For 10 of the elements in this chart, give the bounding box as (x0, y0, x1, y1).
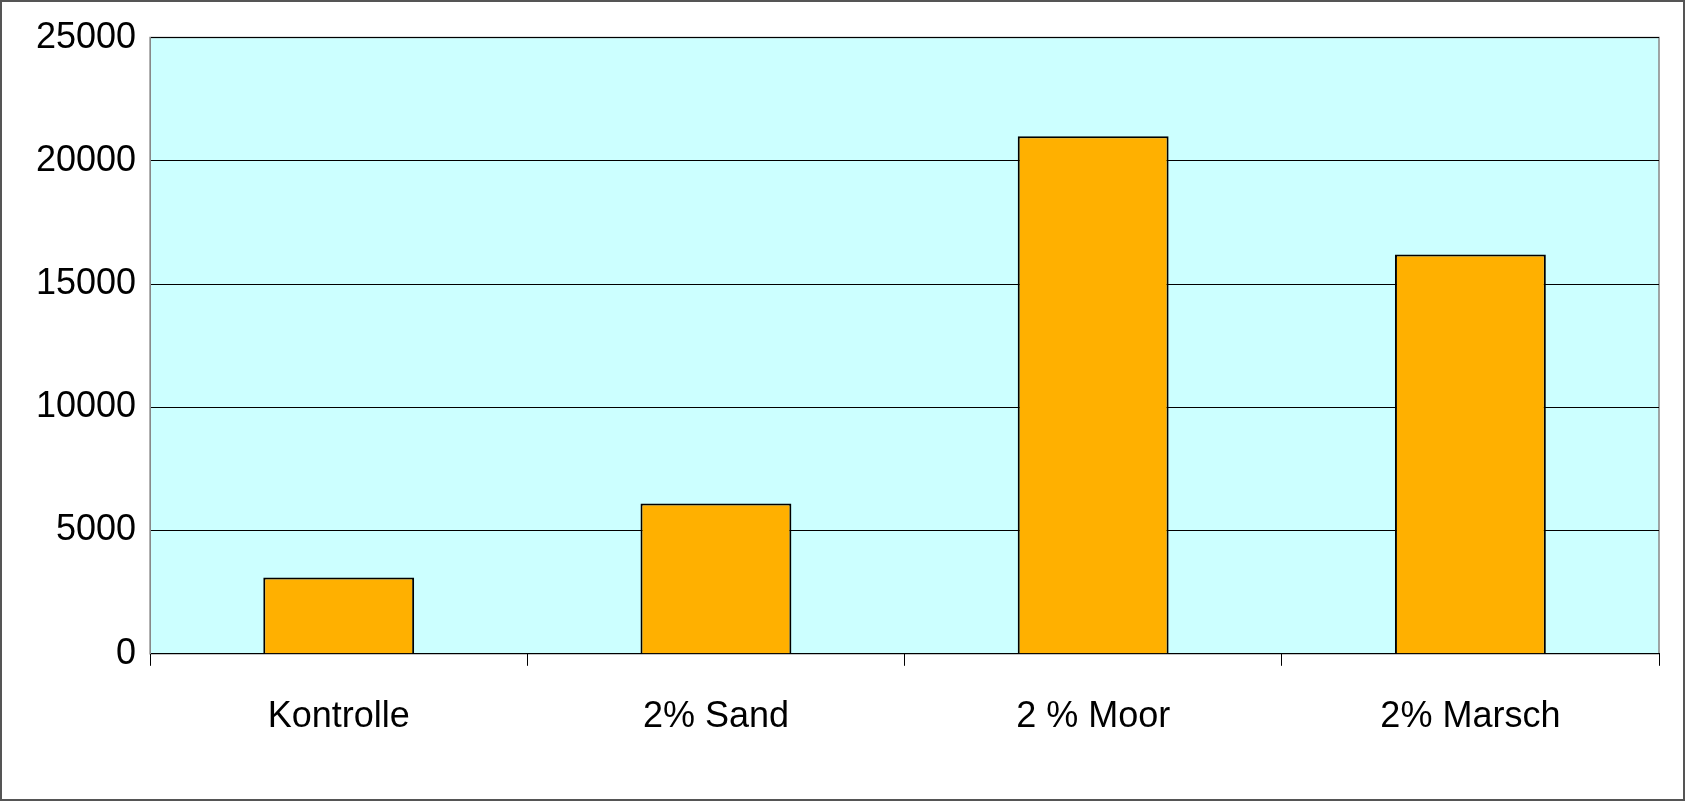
y-tick-label: 25000 (36, 14, 137, 56)
y-tick-label: 20000 (36, 137, 137, 179)
y-tick-label: 5000 (56, 507, 137, 549)
x-tick-label: 2% Sand (642, 694, 789, 736)
x-tick-label: Kontrolle (267, 694, 410, 736)
x-tick-label: 2 % Moor (1016, 694, 1171, 736)
y-tick-label: 15000 (36, 261, 137, 302)
y-tick-label: 10000 (36, 384, 137, 426)
y-tick-label: 0 (116, 630, 137, 672)
x-tick-label: 2% Marsch (1380, 694, 1561, 736)
